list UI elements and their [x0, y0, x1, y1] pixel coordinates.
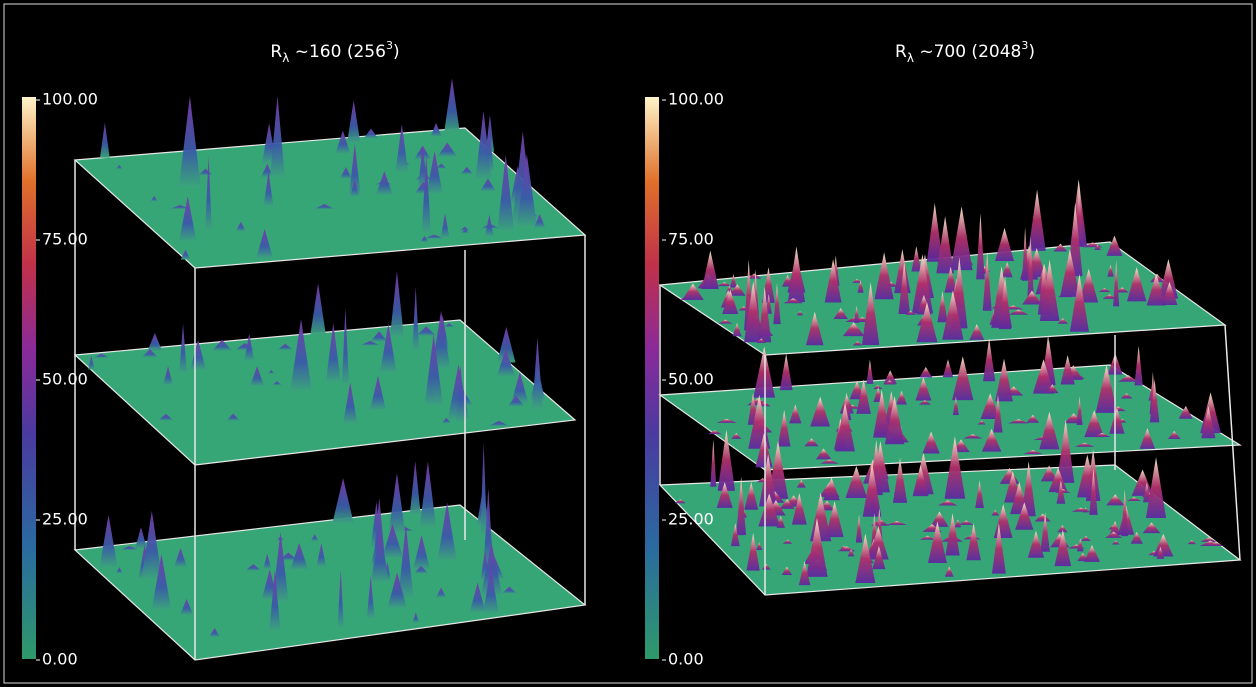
title-part: R: [270, 42, 282, 62]
colorbar: [22, 97, 36, 659]
title-part: ~160 (256: [289, 42, 386, 62]
colorbar-tick-label: 75.00: [42, 230, 88, 249]
surface-peak: [983, 338, 995, 381]
figure: Rλ ~160 (2563)100.0075.0050.0025.000.00R…: [0, 0, 1256, 687]
surface-peak: [1028, 190, 1046, 251]
surface-peak: [412, 287, 419, 351]
surface-peak: [332, 478, 354, 524]
surface-peak: [310, 283, 325, 334]
colorbar: [645, 97, 659, 659]
colorbar-tick-label: 25.00: [668, 510, 714, 529]
surface-peak: [532, 338, 542, 410]
colorbar-tick-label: 25.00: [42, 510, 88, 529]
surface-peak: [444, 79, 460, 132]
surface-peak: [976, 213, 985, 279]
colorbar-tick-label: 0.00: [42, 650, 78, 669]
surface-peak: [951, 206, 973, 270]
surface-peak: [943, 359, 953, 377]
surface-peak: [995, 228, 1014, 261]
colorbar-tick-label: 50.00: [668, 370, 714, 389]
surface-peak: [780, 354, 793, 390]
colorbar-tick-label: 100.00: [42, 90, 98, 109]
surface-peak: [364, 128, 379, 138]
title-part: ~700 (2048: [914, 42, 1021, 62]
title-part: 3: [1021, 39, 1028, 52]
surface-peak: [390, 271, 404, 337]
surface-peak: [410, 461, 421, 515]
panel-title: Rλ ~700 (20483): [895, 39, 1035, 65]
title-part: λ: [282, 51, 289, 65]
colorbar-tick-label: 75.00: [668, 230, 714, 249]
title-part: ): [393, 42, 400, 62]
page: Rλ ~160 (2563)100.0075.0050.0025.000.00R…: [0, 0, 1256, 687]
title-part: ): [1028, 42, 1035, 62]
surface-peak: [388, 473, 405, 534]
title-part: λ: [907, 51, 914, 65]
surface-peak: [100, 515, 118, 568]
surface-peak: [710, 439, 716, 486]
surface-peak: [147, 333, 162, 351]
surface-peak: [179, 96, 201, 187]
surface-peak: [135, 527, 147, 549]
surface-plane: [75, 320, 575, 465]
panel-title: Rλ ~160 (2563): [270, 39, 399, 65]
colorbar-tick-label: 50.00: [42, 370, 88, 389]
colorbar-tick-label: 0.00: [668, 650, 704, 669]
surface-peak: [420, 461, 437, 527]
surface-peak: [911, 246, 921, 271]
surface-peak: [100, 123, 110, 158]
colorbar-tick-label: 100.00: [668, 90, 724, 109]
surface-peak: [866, 360, 873, 384]
surface-peak: [1134, 346, 1142, 385]
surface-peak: [270, 96, 285, 178]
surface-peak: [480, 443, 487, 536]
title-part: R: [895, 42, 907, 62]
surface-peak: [702, 251, 719, 289]
surface-peak: [919, 367, 932, 377]
surface-peak: [347, 100, 360, 143]
title-part: 3: [386, 39, 393, 52]
